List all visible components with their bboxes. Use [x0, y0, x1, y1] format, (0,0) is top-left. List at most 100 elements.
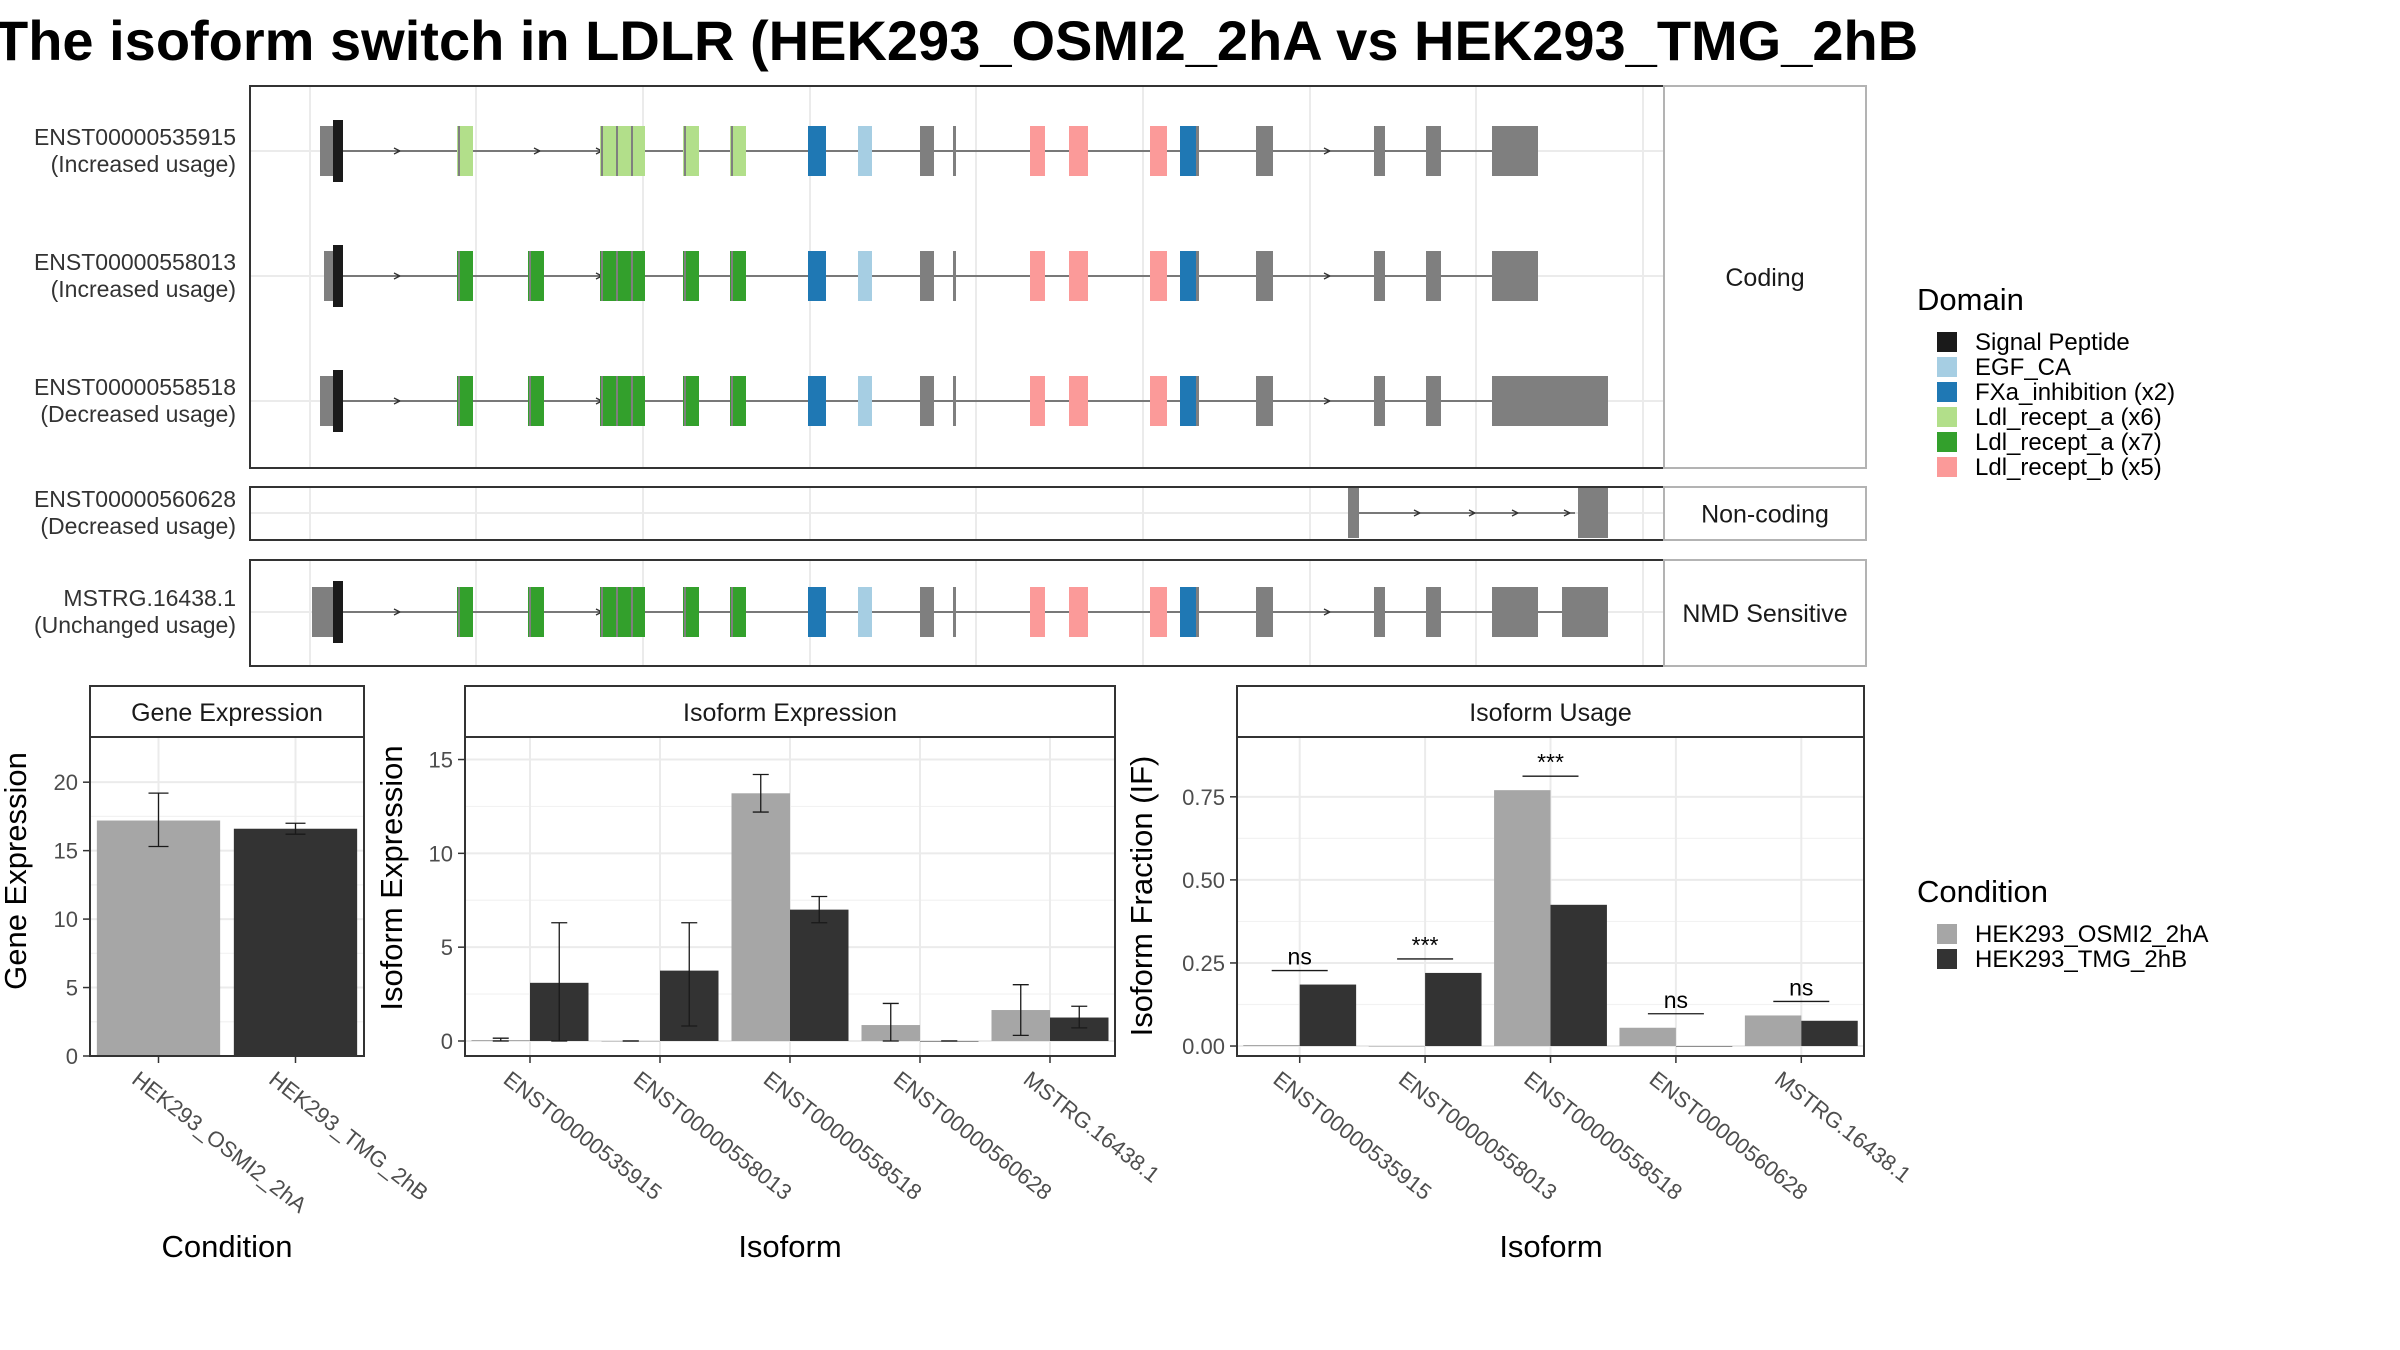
bar: [1801, 1020, 1858, 1047]
domain-exon: [1069, 126, 1088, 176]
fxa-inhibition-exon: [808, 587, 826, 637]
bar: [1550, 904, 1607, 1047]
domain-exon: [1256, 126, 1273, 176]
domain-exon: [1180, 251, 1198, 301]
domain-exon: [1069, 587, 1088, 637]
exon-sliver: [1196, 126, 1199, 176]
domain-exon: [1256, 587, 1273, 637]
exon-sliver: [931, 587, 934, 637]
x-axis-title: Condition: [162, 1229, 293, 1264]
domain-exon: [1069, 251, 1088, 301]
exon-sliver: [953, 587, 956, 637]
figure-title: The isoform switch in LDLR (HEK293_OSMI2…: [0, 9, 1918, 72]
y-axis-title: Gene Expression: [0, 752, 33, 990]
chart-strip: [1236, 685, 1865, 738]
strand-arrow: [1323, 397, 1332, 405]
x-axis-title: Isoform: [1499, 1229, 1602, 1264]
domain-exon: [1069, 376, 1088, 426]
bar: [1368, 1046, 1426, 1047]
strand-arrow: [1511, 509, 1520, 517]
exon: [1492, 587, 1500, 637]
strand-arrow: [393, 608, 402, 616]
exon: [1348, 488, 1359, 538]
signal-peptide-exon: [333, 370, 343, 432]
ldl-recept-a-exon: [457, 376, 473, 426]
exon: [1578, 488, 1608, 538]
transcript-row: ENST00000535915(Increased usage): [34, 120, 1538, 182]
transcript-usage-label: (Decreased usage): [40, 513, 236, 539]
domain-exon: [1180, 376, 1198, 426]
strand-arrow: [1563, 509, 1572, 517]
chart-strip: [89, 685, 365, 738]
transcript-id-label: ENST00000558518: [34, 374, 236, 400]
facet-strip-label: Coding: [1725, 264, 1804, 292]
domain-legend-label: EGF_CA: [1975, 354, 2071, 381]
domain-exon: [1426, 376, 1441, 426]
signal-peptide-exon: [333, 120, 343, 182]
domain-exon: [1150, 251, 1167, 301]
strand-arrow: [393, 397, 402, 405]
domain-legend: Domain Signal PeptideEGF_CAFXa_inhibitio…: [1917, 282, 2175, 481]
bar-chart-0: Gene Expression05101520HEK293_OSMI2_2hAH…: [0, 685, 433, 1264]
bar: [1744, 1015, 1802, 1047]
significance-label: ***: [1412, 932, 1439, 958]
domain-exon: [1374, 251, 1385, 301]
exon-sliver: [953, 251, 956, 301]
domain-legend-swatch: [1937, 382, 1957, 402]
domain-exon: [1030, 251, 1045, 301]
utr-exon: [1500, 376, 1608, 426]
x-axis-title: Isoform: [738, 1229, 841, 1264]
y-tick-label: 0.50: [1182, 868, 1225, 893]
facet-strip: [1663, 559, 1867, 667]
utr-exon: [1562, 587, 1608, 637]
y-tick-label: 20: [54, 770, 78, 795]
domain-exon: [1030, 587, 1045, 637]
utr-exon: [324, 251, 333, 301]
utr-exon: [1500, 251, 1538, 301]
ldl-recept-a-exon: [600, 251, 645, 301]
ldl-recept-a-exon: [683, 376, 699, 426]
fxa-inhibition-exon: [808, 126, 826, 176]
facet-strip: [1663, 486, 1867, 541]
transcript-structure-plot: ENST00000535915(Increased usage) ENST0000…: [34, 85, 1867, 667]
ldl-recept-a-exon: [528, 587, 544, 637]
domain-exon: [858, 376, 872, 426]
ldl-recept-a-exon: [600, 376, 645, 426]
x-tick-label: MSTRG.16438.1: [1019, 1066, 1164, 1187]
facet-strip-label: NMD Sensitive: [1682, 600, 1847, 628]
domain-exon: [920, 587, 933, 637]
y-tick-label: 10: [54, 907, 78, 932]
transcript-panel-0: ENST00000535915(Increased usage) ENST0000…: [34, 85, 1867, 469]
fxa-inhibition-exon: [808, 376, 826, 426]
transcript-row: ENST00000558518(Decreased usage): [34, 370, 1608, 432]
condition-legend-label: HEK293_OSMI2_2hA: [1975, 921, 2208, 948]
bar: [731, 793, 790, 1041]
ldl-recept-a-exon: [730, 251, 746, 301]
transcript-row: ENST00000560628(Decreased usage): [34, 486, 1608, 539]
transcript-panel-1: ENST00000560628(Decreased usage) Non-codi…: [34, 486, 1867, 541]
ldl-recept-a-exon: [730, 587, 746, 637]
ldl-recept-a-exon: [528, 251, 544, 301]
domain-exon: [1426, 587, 1441, 637]
condition-legend-swatch: [1937, 924, 1957, 944]
transcript-usage-label: (Increased usage): [51, 151, 236, 177]
y-axis-title: Isoform Expression: [374, 745, 409, 1010]
y-tick-label: 0: [441, 1029, 453, 1054]
domain-exon: [858, 126, 872, 176]
domain-exon: [1374, 126, 1385, 176]
domain-legend-swatch: [1937, 407, 1957, 427]
ldl-recept-a-exon: [730, 126, 746, 176]
domain-legend-swatch: [1937, 457, 1957, 477]
exon: [1492, 376, 1500, 426]
y-tick-label: 15: [429, 748, 453, 773]
domain-legend-label: Signal Peptide: [1975, 329, 2130, 356]
domain-legend-label: FXa_inhibition (x2): [1975, 379, 2175, 406]
condition-legend-swatch: [1937, 949, 1957, 969]
strand-arrow: [533, 147, 542, 155]
strand-arrow: [1323, 272, 1332, 280]
domain-exon: [920, 376, 933, 426]
domain-legend-swatch: [1937, 432, 1957, 452]
exon-sliver: [953, 376, 956, 426]
facet-strip: [1663, 85, 1867, 469]
